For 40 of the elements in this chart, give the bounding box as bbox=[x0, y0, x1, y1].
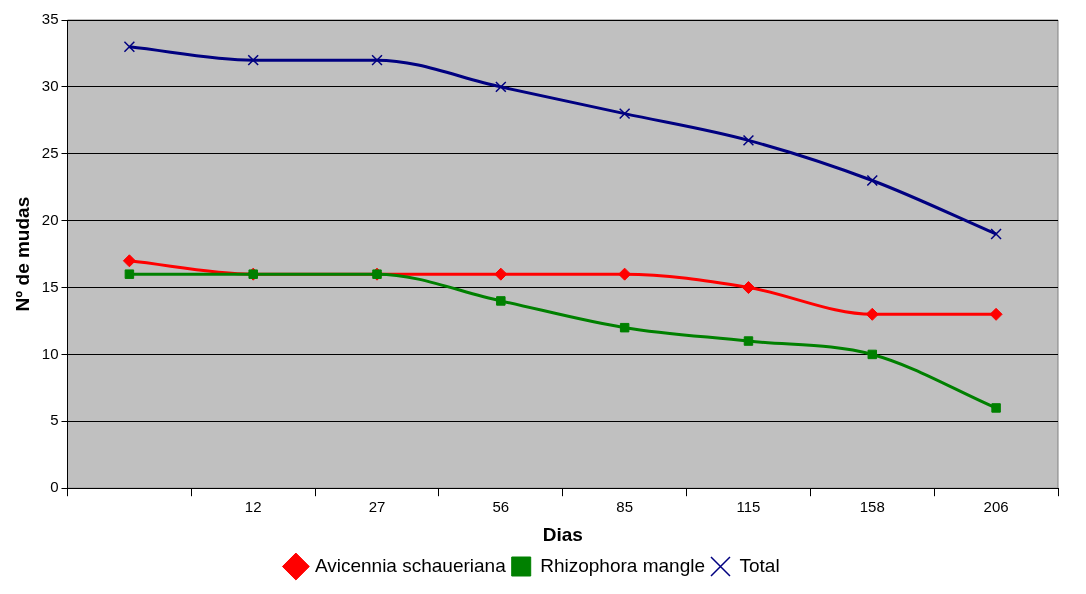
point bbox=[743, 336, 754, 346]
point bbox=[867, 349, 878, 360]
legend-label: Rhizophora mangle bbox=[540, 554, 705, 576]
y-tick-label: 15 bbox=[41, 277, 59, 295]
y-tick-label: 20 bbox=[41, 210, 59, 228]
point bbox=[247, 54, 259, 66]
x-tick-label: 206 bbox=[983, 498, 1009, 516]
point bbox=[618, 107, 631, 120]
y-axis-title: Nº de mudas bbox=[11, 196, 33, 312]
x-tick-label: 27 bbox=[368, 498, 386, 516]
point bbox=[496, 296, 506, 306]
y-tick-label: 10 bbox=[41, 344, 59, 362]
point bbox=[495, 81, 507, 93]
y-tick-label: 25 bbox=[41, 143, 59, 161]
x-tick-label: 158 bbox=[859, 498, 885, 516]
point bbox=[122, 254, 136, 268]
point bbox=[618, 267, 632, 281]
y-tick-label: 35 bbox=[41, 10, 59, 28]
point bbox=[989, 307, 1003, 321]
point bbox=[741, 281, 755, 295]
y-tick-label: 5 bbox=[50, 411, 59, 429]
x-tick-label: 56 bbox=[492, 498, 510, 516]
x-axis-title: Dias bbox=[542, 523, 583, 545]
x-tick-label: 115 bbox=[736, 498, 761, 516]
point bbox=[619, 322, 630, 333]
y-tick-label: 0 bbox=[50, 478, 59, 496]
point bbox=[123, 41, 136, 53]
point bbox=[990, 228, 1002, 240]
point bbox=[866, 174, 878, 187]
legend-label: Total bbox=[739, 554, 780, 576]
point bbox=[494, 267, 508, 281]
point bbox=[124, 269, 135, 279]
y-tick-label: 30 bbox=[41, 77, 59, 95]
x-tick-label: 12 bbox=[244, 498, 262, 516]
x-tick-label: 85 bbox=[616, 498, 633, 516]
point bbox=[991, 403, 1001, 413]
point bbox=[742, 134, 755, 147]
point bbox=[865, 307, 879, 321]
point bbox=[371, 54, 383, 66]
legend-label: Avicennia schaueriana bbox=[314, 554, 507, 576]
